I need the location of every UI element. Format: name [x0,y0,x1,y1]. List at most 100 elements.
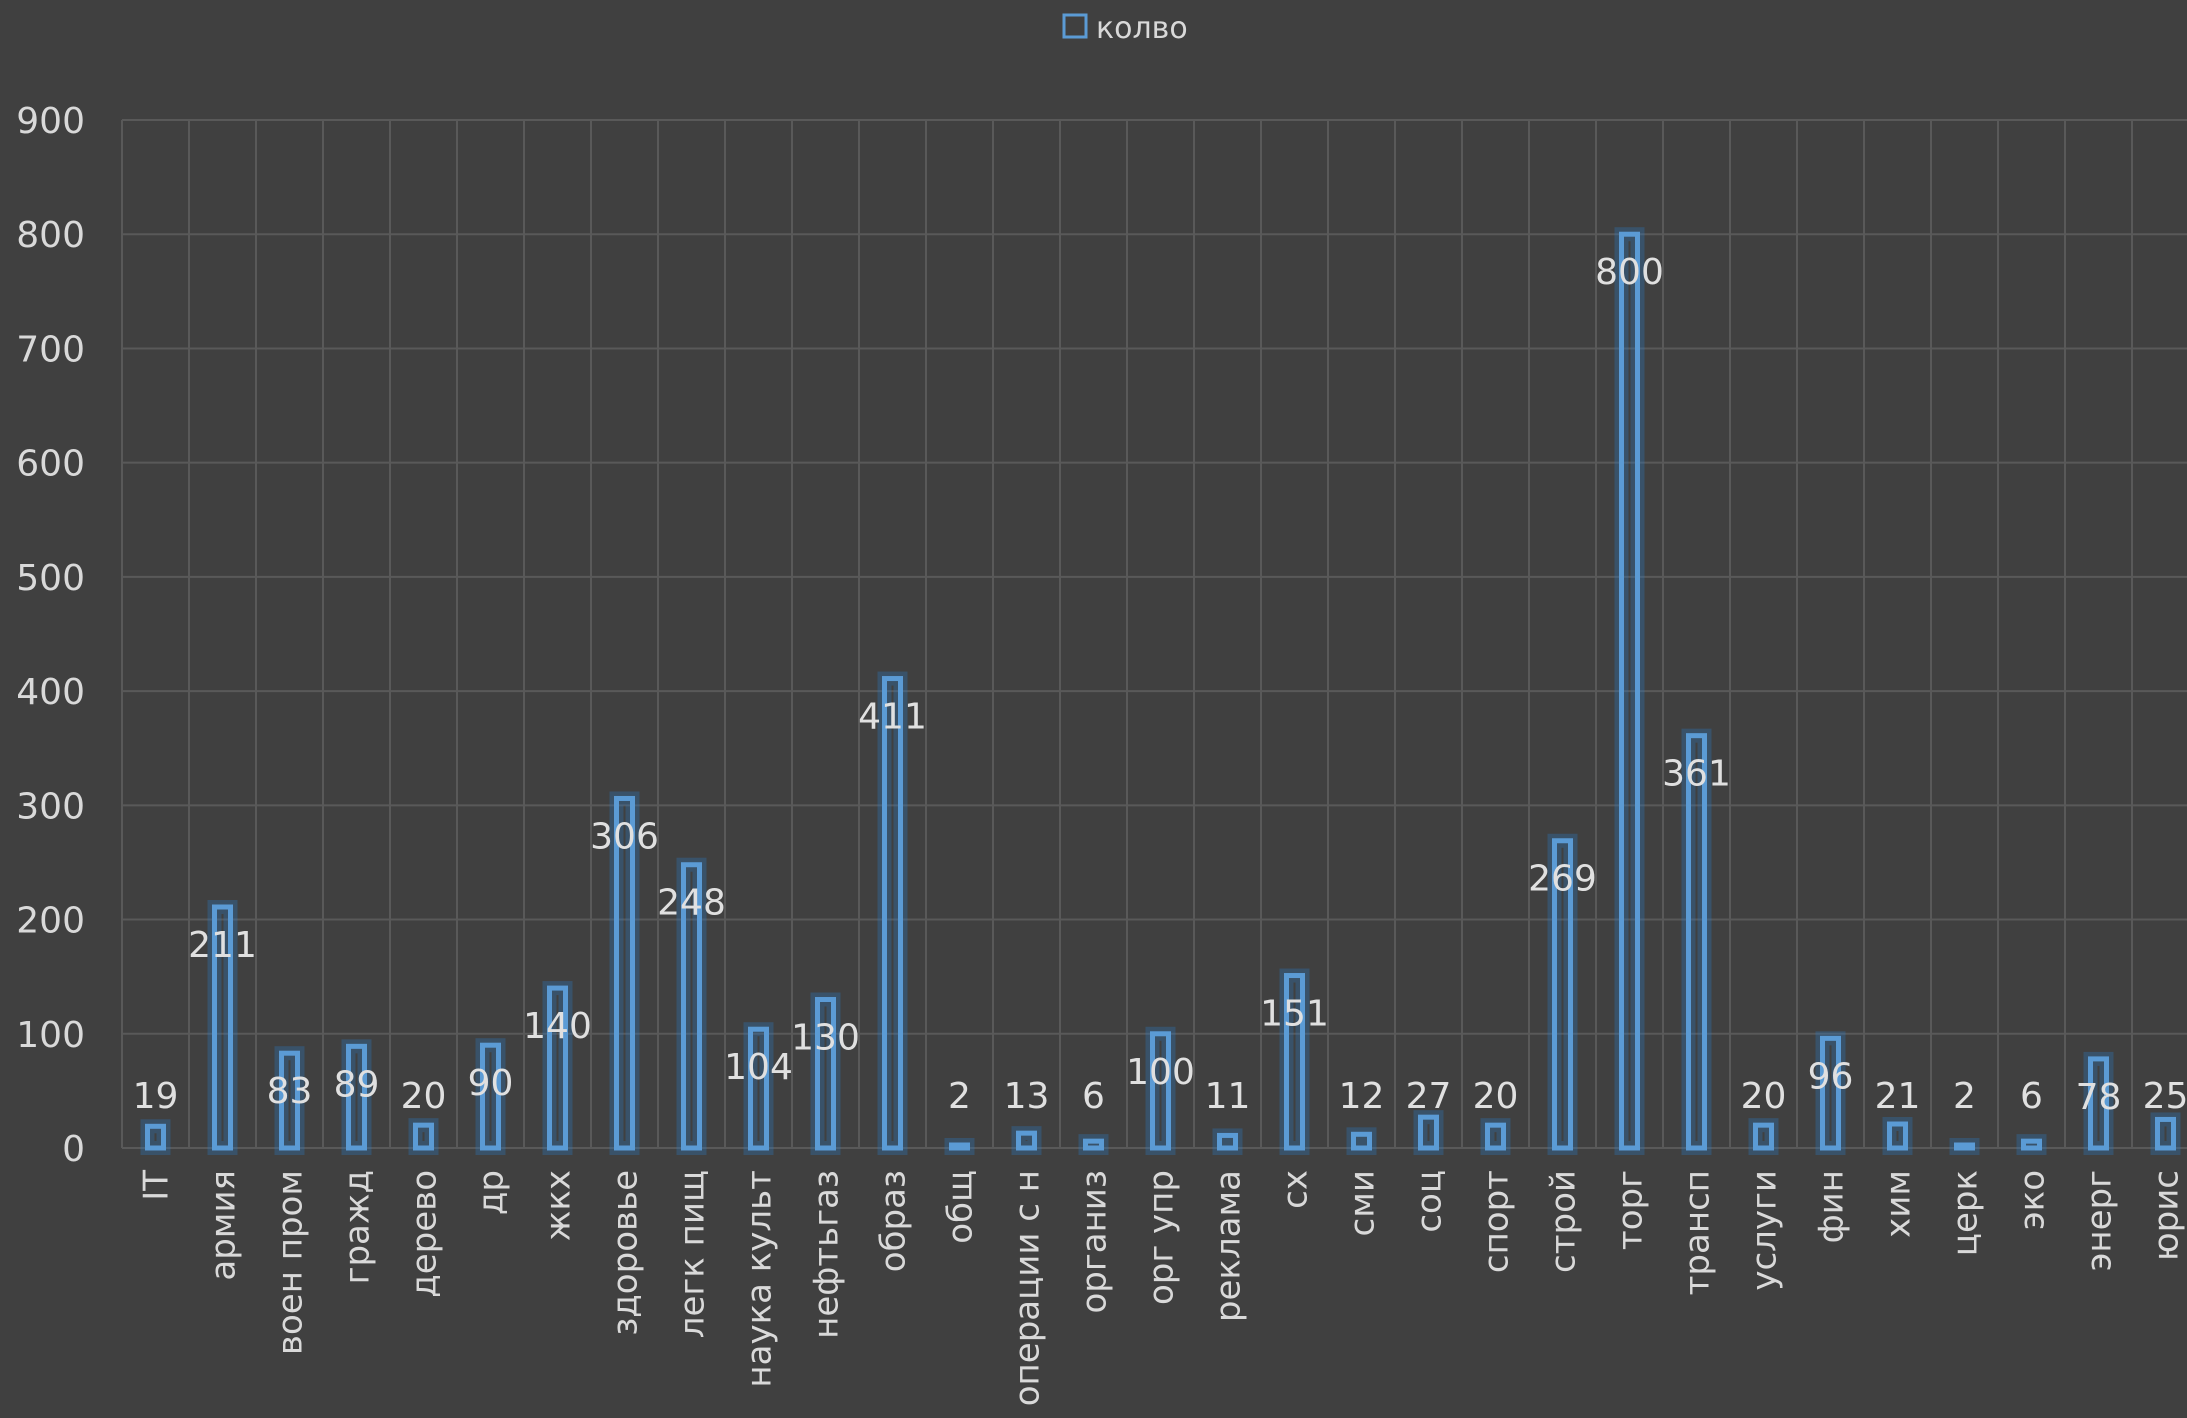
bar [1753,1122,1774,1151]
x-tick-label: строй [1544,1170,1584,1273]
x-tick-label: орг упр [1142,1170,1182,1305]
data-label: 140 [523,1006,592,1047]
bar [1820,1035,1841,1151]
data-label: 20 [401,1076,447,1117]
data-label: 800 [1595,252,1664,293]
x-tick-label: армия [204,1170,244,1281]
y-tick-label: 700 [16,329,85,370]
data-label: 6 [1082,1076,1105,1117]
y-tick-label: 100 [16,1015,85,1056]
bar [480,1042,501,1151]
x-tick-label: услуги [1745,1170,1785,1291]
x-tick-label: IT [137,1170,177,1201]
bar [346,1043,367,1151]
x-tick-label: соц [1410,1170,1450,1233]
x-tick-label: здоровье [606,1170,646,1336]
bar [1016,1130,1037,1151]
bar [614,795,635,1151]
data-label: 211 [188,925,257,966]
bar [1284,973,1305,1151]
bar [1351,1131,1372,1151]
bar [145,1123,166,1151]
data-label: 411 [858,697,927,738]
x-tick-label: реклама [1209,1170,1249,1322]
x-axis: IT армия воен пром гражд дерево др жкх здоровье… [137,1170,2187,1406]
data-label: 19 [133,1076,179,1117]
x-tick-label: общ [941,1170,981,1244]
y-tick-label: 900 [16,101,85,142]
y-tick-label: 0 [62,1129,85,1170]
bar [1552,838,1573,1151]
x-tick-label: легк пищ [673,1170,713,1338]
data-label: 20 [1741,1076,1787,1117]
data-label: 361 [1662,754,1731,795]
data-label: 130 [791,1018,860,1059]
bar [547,985,568,1151]
data-label: 89 [334,1064,380,1105]
data-label: 21 [1875,1076,1921,1117]
bar [1083,1138,1104,1151]
x-tick-label: операции с н [1008,1170,1048,1406]
data-label: 12 [1339,1076,1385,1117]
x-tick-label: гражд [338,1170,378,1284]
x-tick-label: сх [1276,1170,1316,1209]
bar [1686,733,1707,1151]
y-tick-label: 200 [16,901,85,942]
y-tick-label: 800 [16,215,85,256]
bar [681,862,702,1151]
x-tick-label: спорт [1477,1170,1517,1273]
bar [748,1026,769,1151]
y-tick-label: 600 [16,444,85,485]
data-label: 20 [1473,1076,1519,1117]
data-label: 6 [2020,1076,2043,1117]
bar [949,1142,970,1151]
data-label: 151 [1260,994,1329,1035]
bar [1619,231,1640,1151]
x-tick-label: фин [1812,1170,1852,1243]
bars [140,227,2181,1156]
x-tick-label: наука культ [740,1170,780,1388]
bar [1887,1121,1908,1151]
x-tick-label: трансп [1678,1170,1718,1295]
x-tick-label: образ [874,1170,914,1272]
data-label: 90 [468,1063,514,1104]
gridlines [121,119,2187,1149]
data-label: 13 [1004,1076,1050,1117]
data-label: 104 [724,1047,793,1088]
x-tick-label: дерево [405,1170,445,1298]
data-label: 248 [657,883,726,924]
bar [2021,1138,2042,1151]
data-label: 100 [1126,1052,1195,1093]
bar [1217,1132,1238,1151]
bar [2088,1056,2109,1151]
x-tick-label: нефтьгаз [807,1170,847,1339]
bar [882,676,903,1151]
x-tick-label: др [472,1170,512,1215]
data-label: 2 [1953,1076,1976,1117]
bar [279,1050,300,1151]
data-label: 96 [1808,1056,1854,1097]
data-label: 11 [1205,1076,1251,1117]
data-label: 2 [948,1076,971,1117]
x-tick-label: хим [1879,1170,1919,1238]
x-tick-label: воен пром [271,1170,311,1355]
y-axis: 0 100 200 300 400 500 600 700 800 900 [16,101,85,1170]
bar [1418,1114,1439,1151]
y-tick-label: 300 [16,786,85,827]
bar [1954,1142,1975,1151]
x-tick-label: эко [2013,1170,2053,1230]
legend-swatch [1062,13,1088,39]
x-tick-label: юрис [2147,1170,2187,1261]
legend: колво [1062,11,1188,46]
y-tick-label: 500 [16,558,85,599]
legend-label: колво [1096,11,1188,46]
data-label: 25 [2143,1076,2187,1117]
bar [1150,1031,1171,1151]
bar [1485,1122,1506,1151]
x-tick-label: церк [1946,1170,1986,1256]
data-label: 83 [267,1071,313,1112]
x-tick-label: торг [1611,1170,1651,1250]
bar [413,1122,434,1151]
